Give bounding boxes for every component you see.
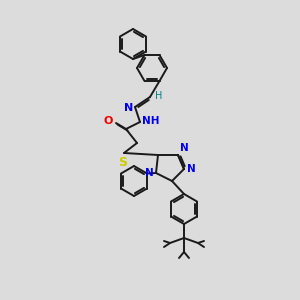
Text: O: O: [103, 116, 113, 126]
Text: N: N: [145, 168, 154, 178]
Text: N: N: [180, 143, 189, 153]
Text: NH: NH: [142, 116, 160, 126]
Text: N: N: [124, 103, 133, 113]
Text: S: S: [118, 156, 127, 169]
Text: N: N: [187, 164, 196, 174]
Text: H: H: [155, 91, 162, 101]
